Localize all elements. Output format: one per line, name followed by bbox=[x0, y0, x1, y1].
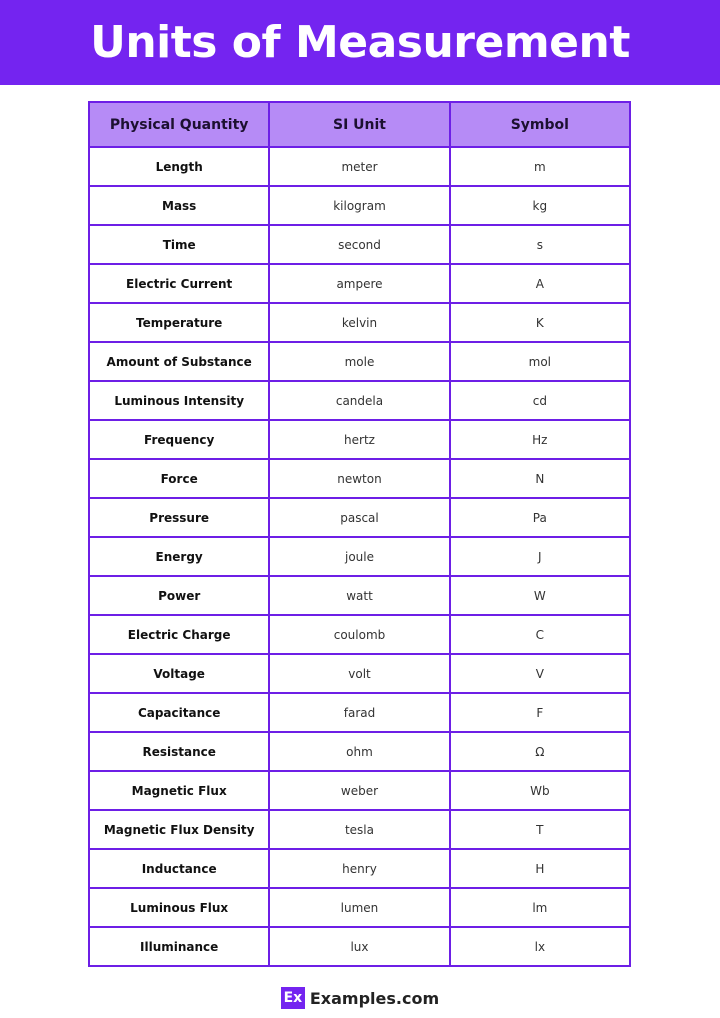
header-si-unit: SI Unit bbox=[268, 101, 451, 148]
cell-symbol: cd bbox=[448, 380, 632, 421]
cell-unit: farad bbox=[268, 692, 451, 733]
cell-symbol: kg bbox=[448, 185, 632, 226]
table-row: Magnetic Flux Density tesla T bbox=[87, 809, 632, 850]
cell-quantity: Electric Current bbox=[87, 263, 271, 304]
table-row: Force newton N bbox=[87, 458, 632, 499]
cell-symbol: F bbox=[448, 692, 632, 733]
cell-quantity: Luminous Intensity bbox=[87, 380, 271, 421]
cell-quantity: Amount of Substance bbox=[87, 341, 271, 382]
cell-symbol: Hz bbox=[448, 419, 632, 460]
table-row: Time second s bbox=[87, 224, 632, 265]
cell-unit: lumen bbox=[268, 887, 451, 928]
table-row: Illuminance lux lx bbox=[87, 926, 632, 967]
cell-unit: kelvin bbox=[268, 302, 451, 343]
examples-logo: Ex bbox=[280, 987, 305, 1009]
table-row: Power watt W bbox=[87, 575, 632, 616]
cell-unit: pascal bbox=[268, 497, 451, 538]
cell-unit: hertz bbox=[268, 419, 451, 460]
cell-quantity: Electric Charge bbox=[87, 614, 271, 655]
cell-unit: second bbox=[268, 224, 451, 265]
cell-quantity: Pressure bbox=[87, 497, 271, 538]
cell-symbol: mol bbox=[448, 341, 632, 382]
cell-unit: henry bbox=[268, 848, 451, 889]
table-row: Luminous Intensity candela cd bbox=[87, 380, 632, 421]
table-row: Capacitance farad F bbox=[87, 692, 632, 733]
table-row: Electric Current ampere A bbox=[87, 263, 632, 304]
cell-quantity: Illuminance bbox=[87, 926, 271, 967]
cell-quantity: Capacitance bbox=[87, 692, 271, 733]
header-physical-quantity: Physical Quantity bbox=[87, 101, 271, 148]
cell-unit: kilogram bbox=[268, 185, 451, 226]
cell-unit: meter bbox=[268, 146, 451, 187]
page-title: Units of Measurement bbox=[90, 17, 630, 68]
cell-unit: ohm bbox=[268, 731, 451, 772]
cell-quantity: Voltage bbox=[87, 653, 271, 694]
cell-symbol: C bbox=[448, 614, 632, 655]
cell-symbol: lm bbox=[448, 887, 632, 928]
cell-quantity: Magnetic Flux bbox=[87, 770, 271, 811]
cell-quantity: Inductance bbox=[87, 848, 271, 889]
table-row: Pressure pascal Pa bbox=[87, 497, 632, 538]
table-row: Length meter m bbox=[87, 146, 632, 187]
table-row: Voltage volt V bbox=[87, 653, 632, 694]
table-row: Inductance henry H bbox=[87, 848, 632, 889]
table-row: Resistance ohm Ω bbox=[87, 731, 632, 772]
table-row: Frequency hertz Hz bbox=[87, 419, 632, 460]
cell-symbol: T bbox=[448, 809, 632, 850]
cell-symbol: H bbox=[448, 848, 632, 889]
header-symbol: Symbol bbox=[448, 101, 632, 148]
table-row: Electric Charge coulomb C bbox=[87, 614, 632, 655]
table-row: Luminous Flux lumen lm bbox=[87, 887, 632, 928]
cell-symbol: Pa bbox=[448, 497, 632, 538]
cell-symbol: A bbox=[448, 263, 632, 304]
title-banner: Units of Measurement bbox=[0, 0, 720, 85]
cell-unit: weber bbox=[268, 770, 451, 811]
table-row: Magnetic Flux weber Wb bbox=[87, 770, 632, 811]
cell-unit: tesla bbox=[268, 809, 451, 850]
units-table: Physical Quantity SI Unit Symbol Length m… bbox=[87, 101, 632, 967]
table-row: Mass kilogram kg bbox=[87, 185, 632, 226]
cell-quantity: Luminous Flux bbox=[87, 887, 271, 928]
cell-unit: volt bbox=[268, 653, 451, 694]
cell-unit: coulomb bbox=[268, 614, 451, 655]
cell-unit: newton bbox=[268, 458, 451, 499]
cell-symbol: K bbox=[448, 302, 632, 343]
cell-symbol: m bbox=[448, 146, 632, 187]
table-header-row: Physical Quantity SI Unit Symbol bbox=[87, 101, 632, 148]
cell-quantity: Force bbox=[87, 458, 271, 499]
cell-symbol: W bbox=[448, 575, 632, 616]
cell-unit: mole bbox=[268, 341, 451, 382]
cell-unit: lux bbox=[268, 926, 451, 967]
table-row: Amount of Substance mole mol bbox=[87, 341, 632, 382]
cell-symbol: Wb bbox=[448, 770, 632, 811]
cell-quantity: Mass bbox=[87, 185, 271, 226]
cell-symbol: s bbox=[448, 224, 632, 265]
cell-unit: ampere bbox=[268, 263, 451, 304]
cell-quantity: Magnetic Flux Density bbox=[87, 809, 271, 850]
cell-symbol: N bbox=[448, 458, 632, 499]
cell-quantity: Temperature bbox=[87, 302, 271, 343]
cell-symbol: V bbox=[448, 653, 632, 694]
cell-unit: watt bbox=[268, 575, 451, 616]
cell-quantity: Time bbox=[87, 224, 271, 265]
cell-quantity: Power bbox=[87, 575, 271, 616]
cell-symbol: Ω bbox=[448, 731, 632, 772]
cell-unit: joule bbox=[268, 536, 451, 577]
footer: Ex Examples.com bbox=[0, 987, 720, 1009]
cell-quantity: Length bbox=[87, 146, 271, 187]
cell-symbol: J bbox=[448, 536, 632, 577]
cell-symbol: lx bbox=[448, 926, 632, 967]
cell-unit: candela bbox=[268, 380, 451, 421]
table-row: Temperature kelvin K bbox=[87, 302, 632, 343]
cell-quantity: Resistance bbox=[87, 731, 271, 772]
brand-name: Examples.com bbox=[309, 988, 440, 1008]
cell-quantity: Frequency bbox=[87, 419, 271, 460]
table-row: Energy joule J bbox=[87, 536, 632, 577]
cell-quantity: Energy bbox=[87, 536, 271, 577]
